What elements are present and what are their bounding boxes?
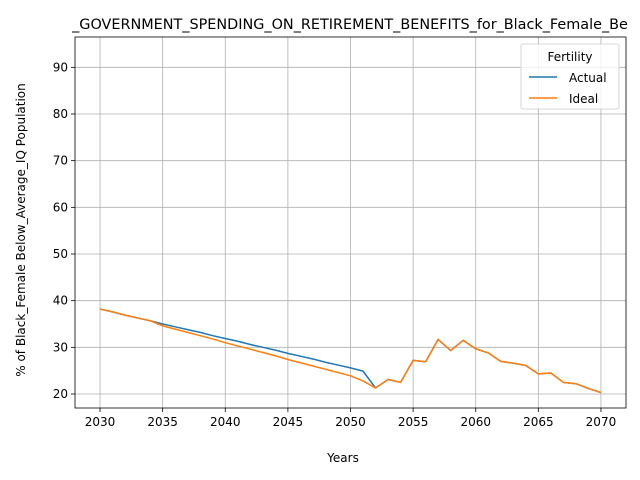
chart-title: _GOVERNMENT_SPENDING_ON_RETIREMENT_BENEF…: [71, 17, 628, 33]
x-tick-label: 2035: [147, 415, 178, 429]
x-tick-label: 2070: [586, 415, 617, 429]
y-axis-label: % of Black_Female Below_Average_IQ Popul…: [14, 83, 28, 377]
legend-title: Fertility: [547, 50, 592, 64]
legend-label-ideal: Ideal: [569, 92, 598, 106]
x-axis: 2030 2035 2040 2045 2050 2055 2060 2065 2070: [85, 408, 616, 429]
legend-box: [520, 43, 620, 110]
legend-label-actual: Actual: [569, 71, 607, 85]
y-axis: 20 30 40 50 60 70 80 90: [53, 60, 75, 401]
y-tick-label: 80: [53, 107, 68, 121]
y-tick-label: 50: [53, 247, 68, 261]
x-tick-label: 2055: [398, 415, 429, 429]
x-tick-label: 2065: [523, 415, 554, 429]
y-tick-label: 90: [53, 60, 68, 74]
y-tick-label: 30: [53, 340, 68, 354]
series-lines: [99, 308, 602, 394]
x-tick-label: 2060: [460, 415, 491, 429]
x-tick-label: 2050: [335, 415, 366, 429]
x-tick-label: 2045: [273, 415, 304, 429]
y-tick-label: 20: [53, 387, 68, 401]
y-tick-label: 40: [53, 294, 68, 308]
x-axis-label: Years: [326, 451, 359, 465]
y-tick-label: 60: [53, 200, 68, 214]
legend: Fertility Actual Ideal: [520, 43, 620, 110]
x-tick-label: 2040: [210, 415, 241, 429]
series-line-ideal: [99, 308, 602, 394]
y-tick-label: 70: [53, 154, 68, 168]
x-tick-label: 2030: [85, 415, 116, 429]
